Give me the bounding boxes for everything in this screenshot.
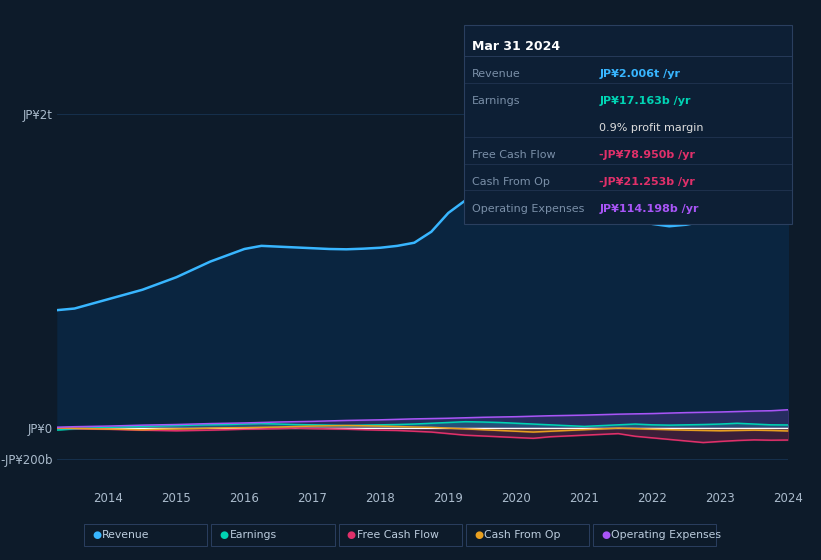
Text: 0.9% profit margin: 0.9% profit margin (599, 123, 704, 133)
Text: Cash From Op: Cash From Op (484, 530, 561, 540)
Text: JP¥17.163b /yr: JP¥17.163b /yr (599, 96, 690, 106)
Text: Mar 31 2024: Mar 31 2024 (472, 40, 560, 53)
Text: Revenue: Revenue (103, 530, 149, 540)
Text: -JP¥78.950b /yr: -JP¥78.950b /yr (599, 150, 695, 160)
Text: Revenue: Revenue (472, 69, 521, 80)
Text: Free Cash Flow: Free Cash Flow (472, 150, 556, 160)
Text: ●: ● (602, 530, 610, 540)
Text: Earnings: Earnings (230, 530, 277, 540)
Text: -JP¥21.253b /yr: -JP¥21.253b /yr (599, 177, 695, 187)
Text: JP¥114.198b /yr: JP¥114.198b /yr (599, 204, 699, 214)
Text: Cash From Op: Cash From Op (472, 177, 550, 187)
Text: ●: ● (347, 530, 355, 540)
Text: Free Cash Flow: Free Cash Flow (356, 530, 438, 540)
Text: Operating Expenses: Operating Expenses (472, 204, 585, 214)
Text: ●: ● (220, 530, 228, 540)
Text: JP¥2.006t /yr: JP¥2.006t /yr (599, 69, 681, 80)
Text: Operating Expenses: Operating Expenses (612, 530, 721, 540)
Text: Earnings: Earnings (472, 96, 521, 106)
Text: ●: ● (475, 530, 483, 540)
Text: ●: ● (92, 530, 101, 540)
